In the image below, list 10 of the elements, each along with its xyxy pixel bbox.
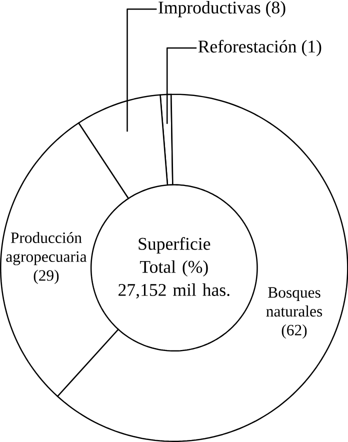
data-label: (29) bbox=[34, 270, 58, 284]
text: 27,152 mil has. bbox=[118, 283, 230, 299]
data-label: (8) bbox=[266, 1, 286, 18]
data-label: (1) bbox=[302, 40, 322, 56]
data-label: (62) bbox=[282, 324, 307, 339]
slice-label: Improductivas bbox=[158, 1, 260, 18]
slice-label: Bosques naturales bbox=[266, 287, 322, 317]
slice-label: Producción agropecuaria bbox=[6, 232, 86, 266]
slice-label: Reforestación bbox=[198, 40, 296, 53]
text: Superficie Total (%) bbox=[138, 237, 210, 277]
